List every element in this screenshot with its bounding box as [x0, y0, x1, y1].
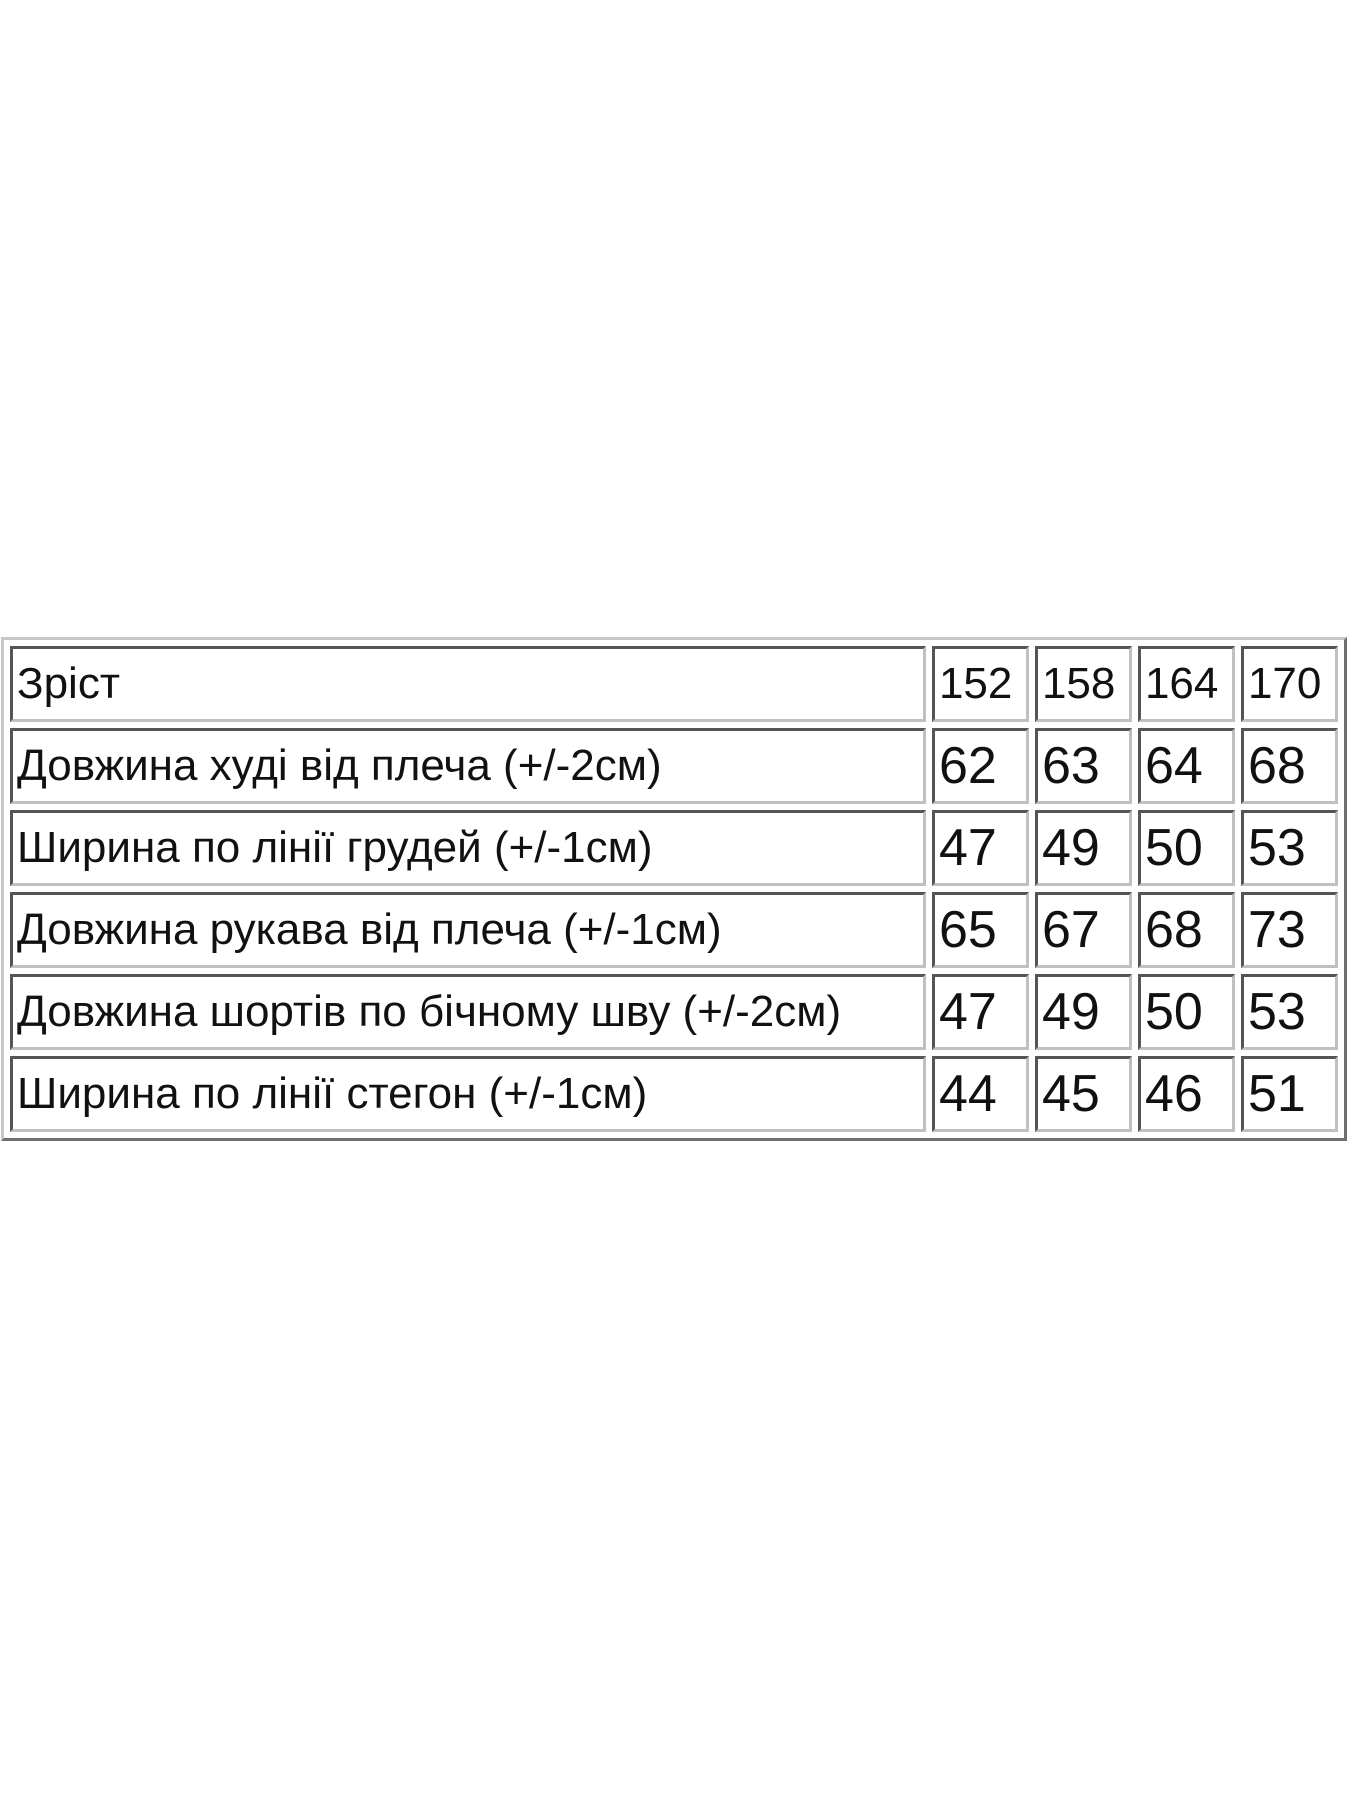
cell-value: 68	[1240, 728, 1338, 804]
cell-value: 50	[1137, 810, 1235, 886]
cell-value: 63	[1034, 728, 1132, 804]
size-header: 158	[1034, 646, 1132, 722]
cell-value: 73	[1240, 892, 1338, 968]
cell-value: 62	[931, 728, 1029, 804]
cell-value: 65	[931, 892, 1029, 968]
row-label: Довжина шортів по бічному шву (+/-2см)	[10, 974, 926, 1050]
cell-value: 46	[1137, 1056, 1235, 1132]
size-header: 164	[1137, 646, 1235, 722]
row-label: Ширина по лінії стегон (+/-1см)	[10, 1056, 926, 1132]
cell-value: 45	[1034, 1056, 1132, 1132]
cell-value: 53	[1240, 810, 1338, 886]
cell-value: 47	[931, 810, 1029, 886]
size-chart-table: Зріст 152 158 164 170 Довжина худі від п…	[1, 637, 1347, 1141]
cell-value: 68	[1137, 892, 1235, 968]
size-header: 170	[1240, 646, 1338, 722]
row-label: Ширина по лінії грудей (+/-1см)	[10, 810, 926, 886]
table-row: Ширина по лінії стегон (+/-1см) 44 45 46…	[10, 1056, 1338, 1132]
cell-value: 44	[931, 1056, 1029, 1132]
row-label: Довжина рукава від плеча (+/-1см)	[10, 892, 926, 968]
cell-value: 51	[1240, 1056, 1338, 1132]
cell-value: 49	[1034, 810, 1132, 886]
cell-value: 53	[1240, 974, 1338, 1050]
row-label: Довжина худі від плеча (+/-2см)	[10, 728, 926, 804]
size-header: 152	[931, 646, 1029, 722]
header-row: Зріст 152 158 164 170	[10, 646, 1338, 722]
table-row: Довжина шортів по бічному шву (+/-2см) 4…	[10, 974, 1338, 1050]
table-row: Ширина по лінії грудей (+/-1см) 47 49 50…	[10, 810, 1338, 886]
header-label: Зріст	[10, 646, 926, 722]
table-row: Довжина рукава від плеча (+/-1см) 65 67 …	[10, 892, 1338, 968]
table-row: Довжина худі від плеча (+/-2см) 62 63 64…	[10, 728, 1338, 804]
cell-value: 67	[1034, 892, 1132, 968]
cell-value: 50	[1137, 974, 1235, 1050]
cell-value: 47	[931, 974, 1029, 1050]
cell-value: 64	[1137, 728, 1235, 804]
cell-value: 49	[1034, 974, 1132, 1050]
